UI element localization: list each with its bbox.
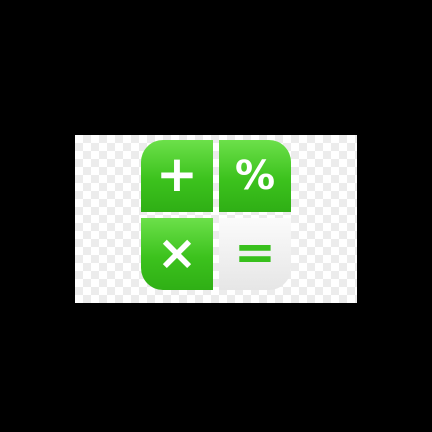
plus-tile: +	[141, 140, 213, 212]
calculator-app-icon: + % × =	[141, 140, 291, 290]
multiply-tile: ×	[141, 218, 213, 290]
plus-icon: +	[156, 145, 198, 203]
percent-tile: %	[219, 140, 291, 212]
multiply-icon: ×	[156, 225, 198, 281]
equals-tile: =	[219, 218, 291, 290]
percent-icon: %	[234, 153, 276, 199]
equals-icon: =	[234, 223, 276, 281]
transparent-checker-background	[75, 135, 357, 303]
